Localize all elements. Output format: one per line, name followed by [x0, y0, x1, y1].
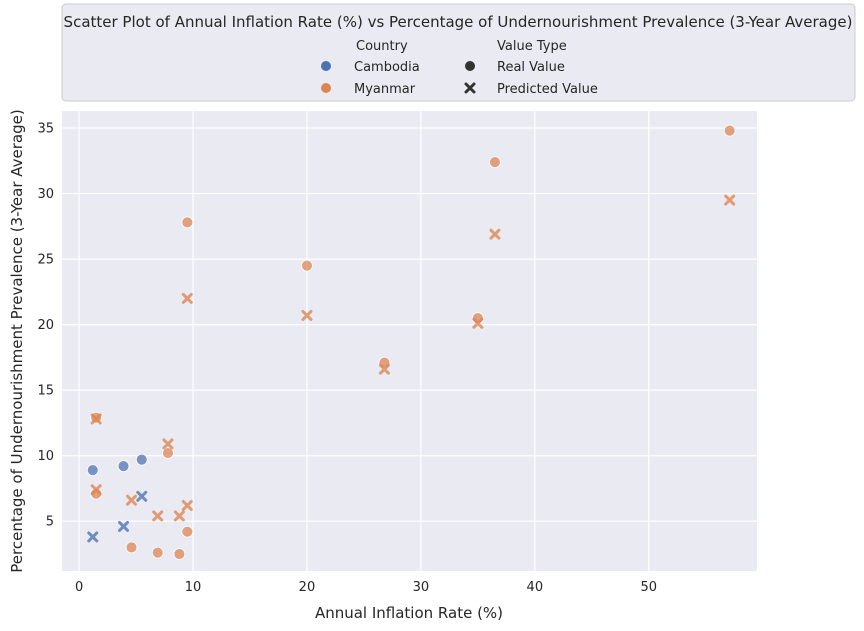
- myanmar-real-point: [181, 525, 194, 538]
- legend-style-title: Value Type: [497, 39, 567, 54]
- x-tick-label: 0: [75, 580, 83, 595]
- myanmar-real-point: [181, 216, 194, 229]
- data-points: [86, 124, 736, 560]
- legend-real-marker: [465, 61, 475, 71]
- legend-cambodia-marker: [321, 61, 331, 71]
- myanmar-real-point: [489, 156, 501, 169]
- x-tick-labels: 0 10 20 30 40 50: [75, 580, 657, 595]
- y-tick-labels: 5 10 15 20 25 30 35: [37, 122, 54, 530]
- cambodia-real-point: [86, 464, 99, 476]
- y-tick-label: 25: [37, 253, 54, 268]
- y-tick-label: 5: [46, 515, 54, 530]
- cambodia-real-point: [117, 460, 130, 473]
- myanmar-real-point: [125, 541, 138, 554]
- legend-myanmar-label: Myanmar: [354, 82, 416, 97]
- myanmar-predicted-point: [301, 309, 313, 321]
- cambodia-predicted-point: [87, 531, 99, 543]
- legend-hue-title: Country: [356, 39, 408, 54]
- x-tick-label: 50: [640, 580, 657, 595]
- legend-myanmar-marker: [321, 83, 331, 93]
- myanmar-predicted-point: [378, 363, 390, 375]
- myanmar-predicted-point: [181, 499, 193, 511]
- myanmar-predicted-point: [181, 292, 193, 304]
- legend-box: [61, 3, 856, 102]
- y-tick-label: 15: [37, 384, 54, 399]
- grid-lines: [62, 111, 757, 571]
- x-axis-label: Annual Inflation Rate (%): [315, 604, 503, 622]
- myanmar-predicted-point: [489, 228, 501, 240]
- legend-real-label: Real Value: [497, 60, 565, 75]
- y-tick-label: 35: [37, 122, 54, 137]
- myanmar-real-point: [301, 259, 313, 272]
- myanmar-predicted-point: [126, 494, 137, 506]
- legend-cambodia-label: Cambodia: [354, 60, 420, 75]
- chart-title: Scatter Plot of Annual Inflation Rate (%…: [64, 13, 853, 31]
- myanmar-real-point: [162, 447, 174, 459]
- legend-predicted-label: Predicted Value: [497, 82, 598, 97]
- myanmar-predicted-point: [472, 317, 484, 329]
- legend-predicted-marker: [464, 82, 476, 94]
- cambodia-predicted-point: [118, 520, 130, 532]
- myanmar-predicted-point: [152, 510, 164, 522]
- y-tick-label: 30: [37, 187, 54, 202]
- cambodia-real-point: [135, 453, 148, 466]
- y-tick-label: 20: [37, 318, 54, 333]
- plot-area: [62, 111, 757, 571]
- myanmar-real-point: [173, 548, 186, 560]
- myanmar-predicted-point: [724, 194, 736, 206]
- myanmar-real-point: [723, 124, 736, 137]
- x-tick-label: 20: [299, 580, 316, 595]
- myanmar-real-point: [151, 546, 164, 559]
- x-tick-label: 40: [527, 580, 544, 595]
- myanmar-predicted-point: [173, 510, 185, 522]
- x-tick-label: 30: [413, 580, 430, 595]
- cambodia-predicted-point: [136, 490, 148, 502]
- myanmar-predicted-point: [90, 413, 102, 425]
- myanmar-predicted-point: [162, 438, 174, 450]
- y-axis-label: Percentage of Undernourishment Prevalenc…: [8, 109, 26, 572]
- x-tick-label: 10: [185, 580, 202, 595]
- y-tick-label: 10: [37, 449, 54, 464]
- myanmar-predicted-point: [90, 484, 102, 496]
